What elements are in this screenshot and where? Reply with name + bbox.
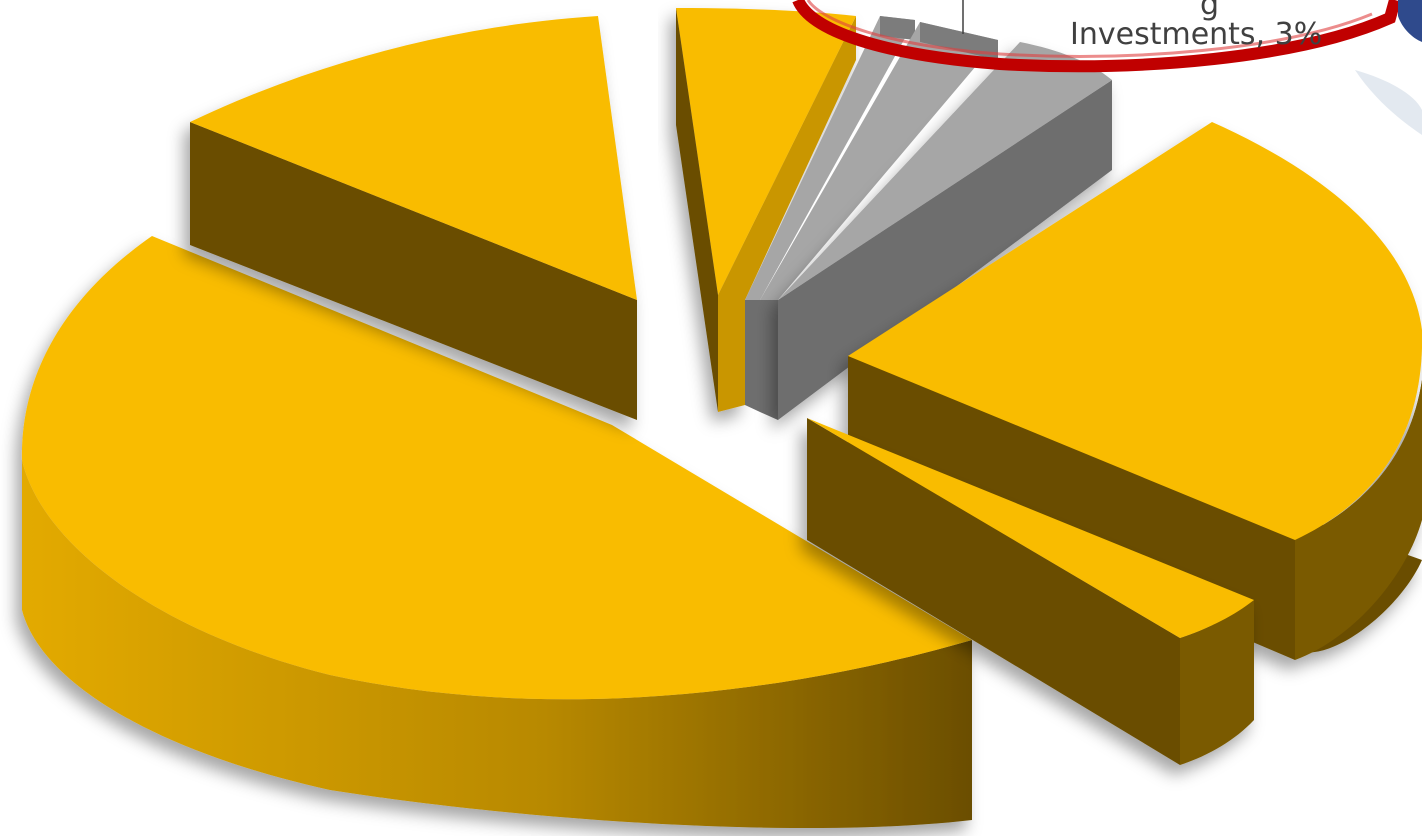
callout-partial-text: g [1200, 0, 1219, 22]
slice-side-upper-left [190, 122, 637, 420]
blue-shape-edge [1398, 0, 1422, 42]
slice-side-bottom-right [807, 418, 1180, 765]
slice-top-grey-1 [745, 16, 915, 300]
pie-slice [778, 42, 1112, 420]
callout-label: Investments, 3% [1070, 17, 1322, 52]
pie-slice [190, 16, 637, 420]
slice-side-small-gold-edge [676, 8, 718, 412]
pie-slice [745, 16, 915, 412]
slice-side-grey-1 [745, 300, 760, 412]
slice-side-grey-2 [760, 300, 778, 420]
pie-slice [760, 22, 998, 420]
slice-side-grey-2b [920, 22, 998, 60]
blue-shape-shadow [1355, 70, 1422, 135]
slice-top-right [848, 122, 1422, 540]
callout-ring [792, 0, 1401, 73]
slice-top-bottom-right [807, 418, 1254, 638]
pie-slice [21, 236, 972, 829]
slice-side-bottom-right-end [1180, 600, 1254, 765]
pie-slice [676, 8, 856, 412]
slice-side-grey-1b [880, 16, 915, 40]
slice-side-small-gold [718, 16, 856, 412]
slice-top-grey-2 [760, 22, 998, 300]
callout-ring-highlight [806, 0, 1373, 58]
slice-top-main [21, 236, 972, 700]
slice-top-grey-3 [778, 42, 1112, 300]
slice-top-small-gold [676, 8, 856, 295]
slice-side-right-curve [1295, 380, 1422, 660]
slice-side-main [22, 460, 972, 829]
pie-slice [807, 418, 1254, 765]
slice-top-upper-left [190, 16, 637, 300]
slice-side-grey-3 [778, 80, 1112, 420]
